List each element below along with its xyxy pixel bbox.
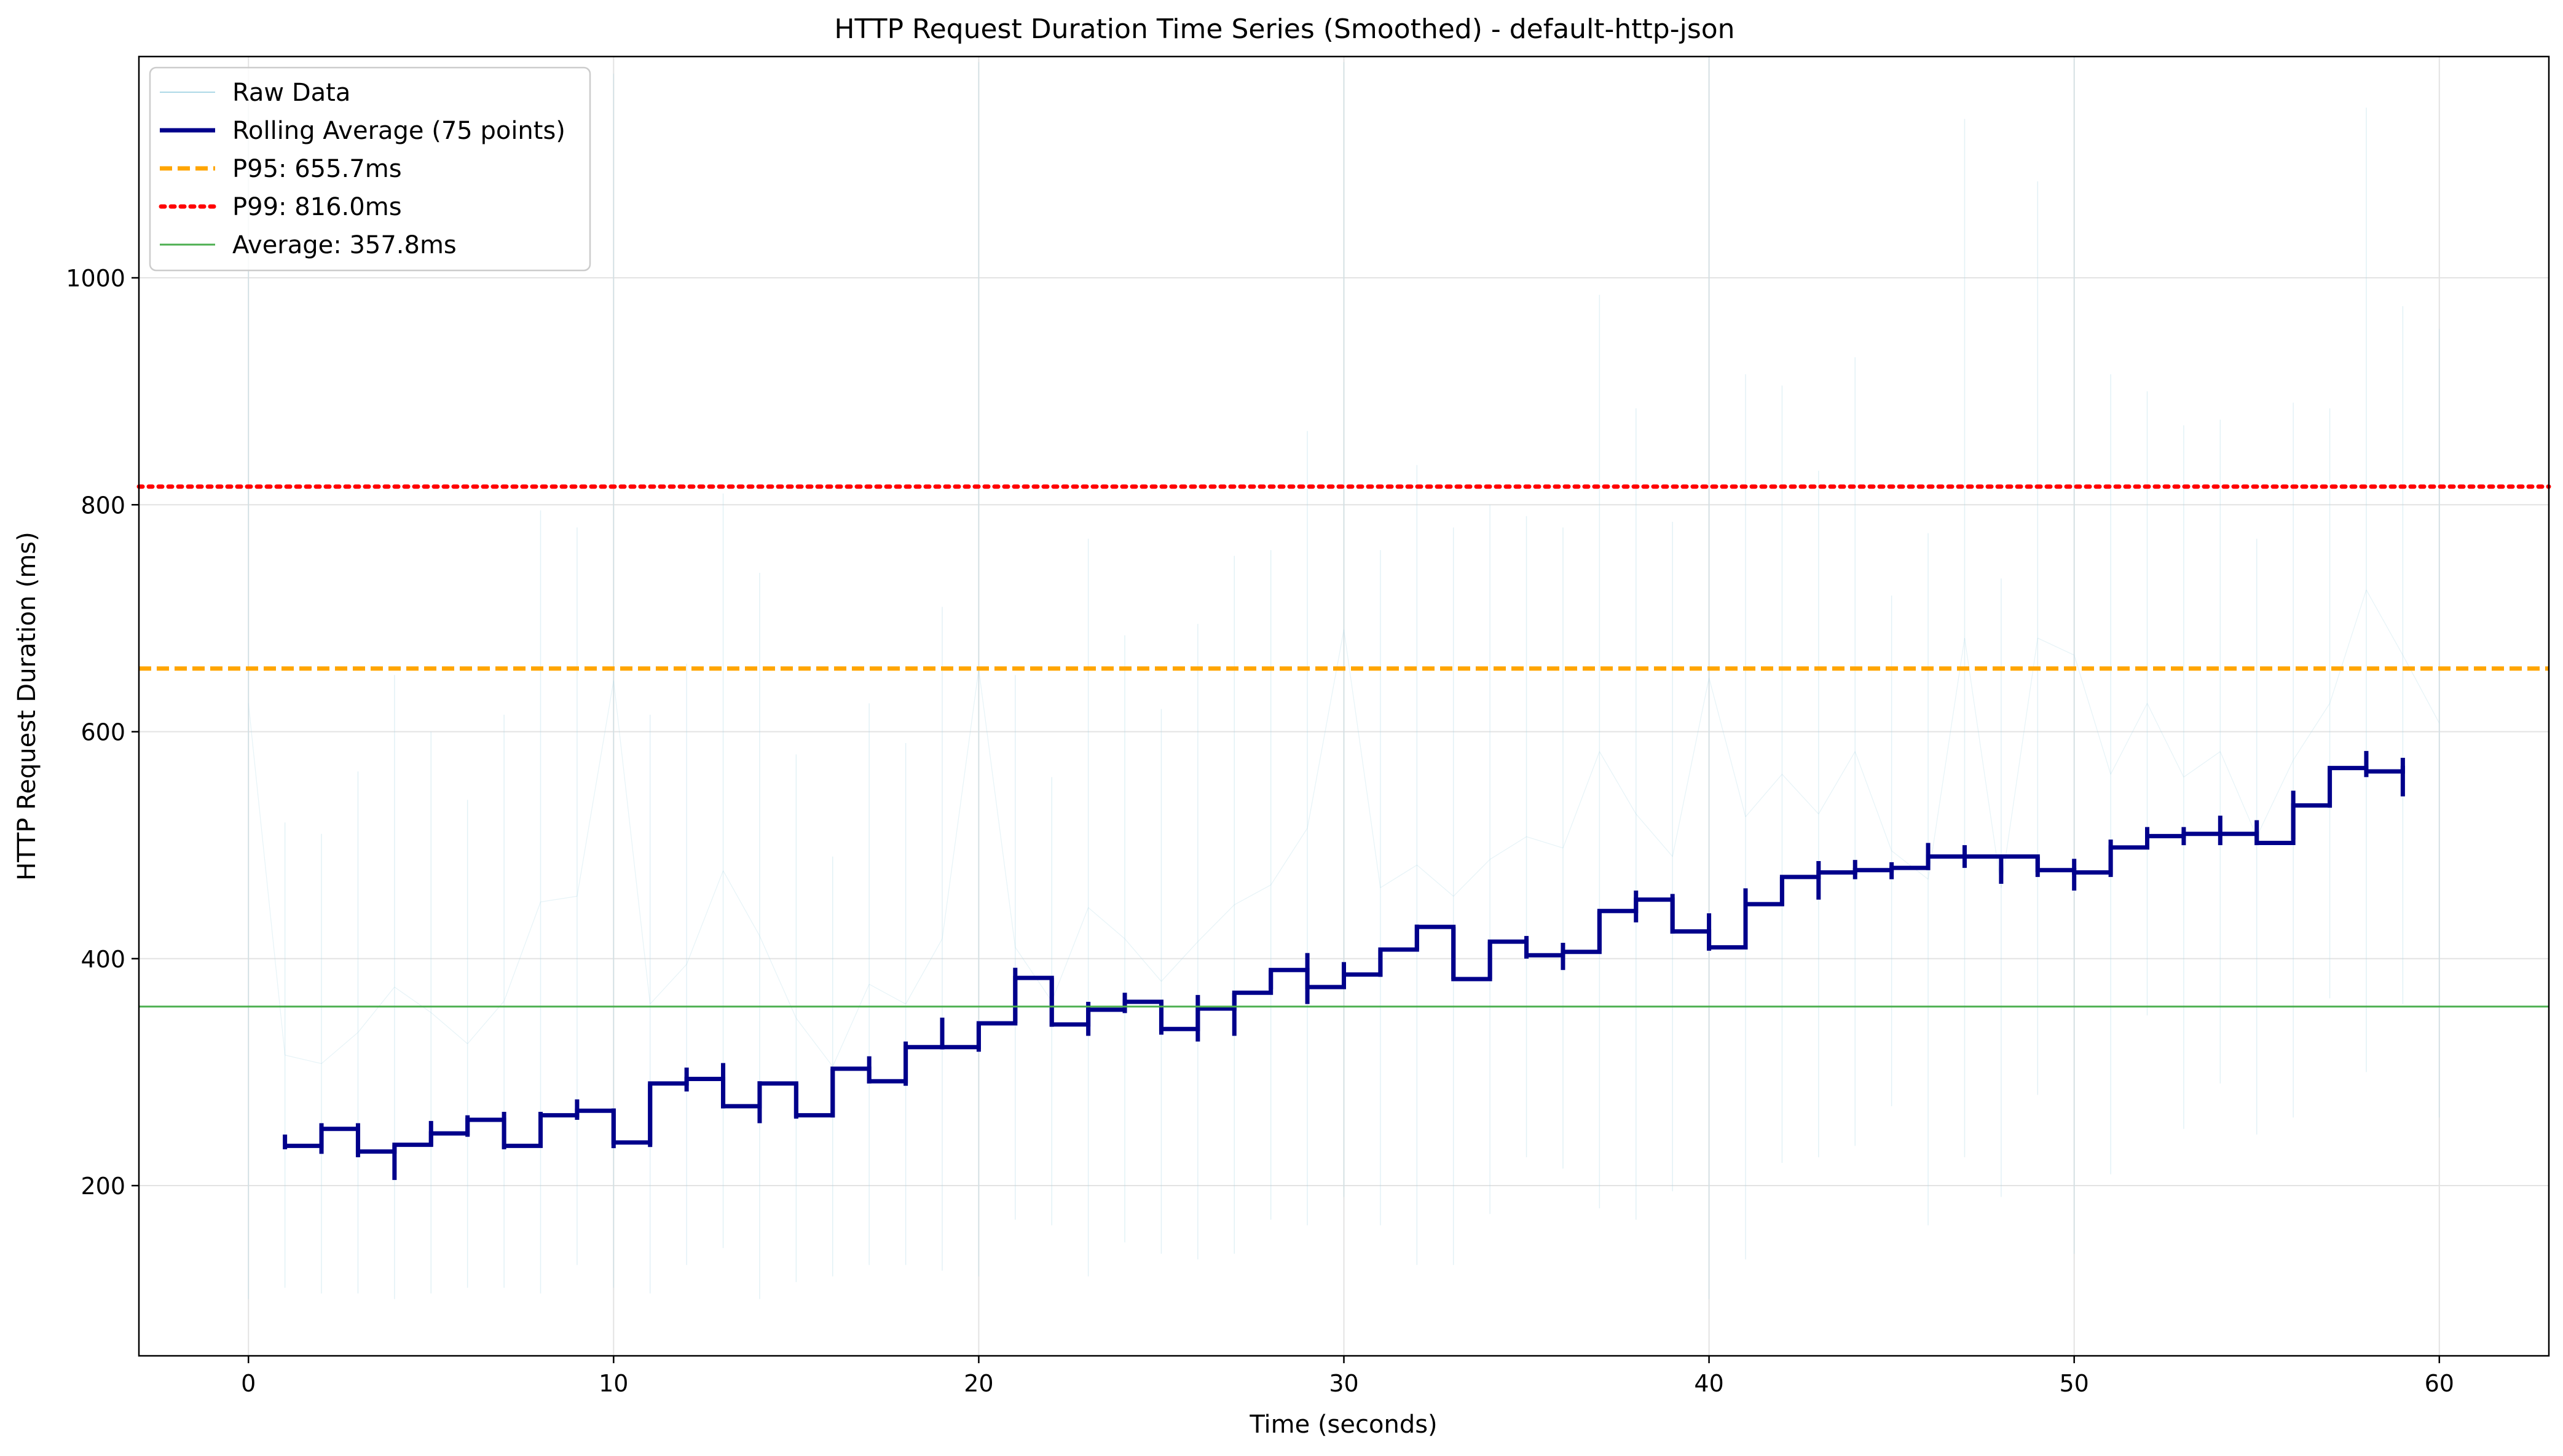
- raw-data-segment: [1964, 638, 2002, 888]
- x-tick-label: 40: [1694, 1370, 1723, 1397]
- raw-data-segment: [2001, 638, 2038, 888]
- raw-data-segment: [394, 986, 431, 1013]
- raw-data-segment: [540, 895, 578, 903]
- raw-data-segment: [832, 984, 870, 1067]
- rolling-average-line: [285, 765, 2405, 1154]
- raw-data-segment: [1088, 907, 1125, 939]
- raw-data-segment: [1015, 946, 1052, 1002]
- x-tick-label: 20: [964, 1370, 993, 1397]
- raw-data-segment: [248, 703, 286, 1055]
- x-tick-label: 10: [599, 1370, 628, 1397]
- raw-data-segment: [285, 1055, 322, 1064]
- raw-data-segment: [759, 935, 797, 1018]
- raw-data-segment: [686, 870, 724, 965]
- raw-data-segment: [723, 870, 760, 937]
- legend-label-raw-data: Raw Data: [232, 79, 350, 107]
- y-axis-ticks: 200 400 600 800 1000: [66, 265, 139, 1200]
- raw-data-segment: [1636, 814, 1673, 857]
- raw-data-segment: [1781, 774, 1819, 814]
- raw-data-segment: [1270, 828, 1308, 886]
- raw-data-segment: [613, 680, 651, 1004]
- y-tick-label: 1000: [66, 265, 125, 292]
- raw-data-segment: [430, 1012, 468, 1044]
- legend-label-p95: P95: 655.7ms: [232, 155, 402, 183]
- raw-data-segment: [1051, 907, 1089, 1002]
- raw-data-segment: [1526, 836, 1564, 849]
- rolling-average-series: [283, 750, 2405, 1180]
- raw-data-segment: [650, 964, 687, 1005]
- raw-data-segment: [1197, 904, 1235, 942]
- raw-data-segment: [1416, 865, 1454, 897]
- raw-data-segment: [1380, 864, 1417, 888]
- raw-data-segment: [1927, 638, 1966, 880]
- raw-data-segment: [1818, 751, 1856, 814]
- raw-data-segment: [1672, 677, 1710, 857]
- raw-data-segment: [2219, 751, 2258, 837]
- raw-data-segment: [2366, 589, 2403, 656]
- raw-data-segment: [1562, 751, 1600, 848]
- raw-data-segment: [1453, 859, 1490, 897]
- legend-label-p99: P99: 816.0ms: [232, 193, 402, 221]
- raw-data-segment: [2329, 589, 2367, 704]
- raw-data-segment: [357, 986, 395, 1033]
- raw-data-segment: [1234, 884, 1271, 905]
- y-tick-label: 400: [81, 946, 125, 973]
- raw-data-segment: [2183, 751, 2221, 777]
- y-tick-label: 600: [81, 719, 125, 746]
- raw-data-segment: [1891, 850, 1929, 880]
- x-axis-label: Time (seconds): [1249, 1411, 1437, 1439]
- raw-data-series: [248, 57, 2440, 1299]
- raw-data-segment: [1307, 629, 1345, 828]
- x-tick-label: 0: [241, 1370, 256, 1397]
- x-tick-label: 30: [1329, 1370, 1358, 1397]
- raw-data-segment: [905, 939, 943, 1004]
- x-tick-label: 50: [2060, 1370, 2089, 1397]
- raw-data-segment: [1709, 677, 1746, 817]
- legend-box: [149, 66, 591, 272]
- y-tick-label: 200: [81, 1173, 125, 1200]
- raw-data-segment: [1489, 836, 1527, 860]
- raw-data-segment: [2293, 703, 2331, 761]
- raw-data-segment: [1854, 751, 1892, 851]
- raw-data-segment: [2146, 703, 2184, 777]
- legend-label-rolling-average: Rolling Average (75 points): [232, 117, 565, 145]
- raw-data-segment: [2110, 703, 2148, 775]
- raw-data-segment: [795, 1018, 833, 1067]
- raw-data-segment: [1599, 751, 1637, 814]
- raw-data-segment: [1161, 941, 1199, 982]
- raw-data-segment: [577, 680, 614, 897]
- y-axis-label: HTTP Request Duration (ms): [13, 532, 41, 881]
- raw-data-segment: [942, 669, 980, 939]
- x-axis-ticks: 0 10 20 30 40 50 60: [241, 1356, 2454, 1397]
- raw-data-segment: [467, 1001, 505, 1044]
- raw-data-segment: [868, 983, 906, 1005]
- raw-data-segment: [2037, 637, 2074, 656]
- raw-data-segment: [1343, 629, 1381, 888]
- raw-data-segment: [321, 1032, 358, 1064]
- reference-lines: [136, 484, 2551, 1008]
- legend: Raw Data Rolling Average (75 points) P95…: [149, 66, 591, 272]
- chart-title: HTTP Request Duration Time Series (Smoot…: [834, 14, 1734, 45]
- legend-label-average: Average: 357.8ms: [232, 231, 457, 259]
- raw-data-segment: [2256, 760, 2294, 837]
- grid: [139, 57, 2549, 1356]
- raw-data-segment: [1745, 774, 1782, 817]
- x-tick-label: 60: [2425, 1370, 2454, 1397]
- raw-data-segment: [978, 669, 1016, 948]
- raw-data-segment: [1124, 939, 1162, 982]
- raw-data-segment: [503, 902, 541, 1002]
- y-tick-label: 800: [81, 492, 125, 519]
- raw-data-segment: [2074, 655, 2111, 774]
